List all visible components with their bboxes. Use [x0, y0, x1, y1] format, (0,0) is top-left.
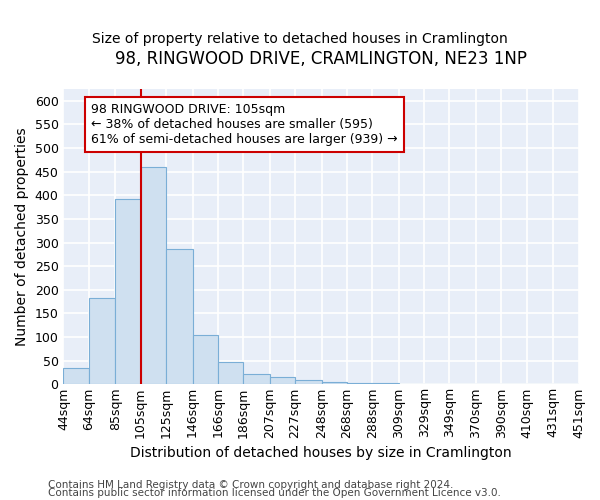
Y-axis label: Number of detached properties: Number of detached properties — [15, 128, 29, 346]
Bar — [140, 167, 166, 384]
Bar — [115, 198, 140, 384]
Bar — [89, 298, 115, 384]
Bar — [193, 335, 218, 384]
Bar — [64, 368, 89, 384]
Bar — [322, 382, 347, 384]
Bar — [270, 378, 295, 384]
Text: 98 RINGWOOD DRIVE: 105sqm
← 38% of detached houses are smaller (595)
61% of semi: 98 RINGWOOD DRIVE: 105sqm ← 38% of detac… — [91, 103, 398, 146]
Bar — [166, 248, 193, 384]
Bar — [243, 374, 270, 384]
Text: Size of property relative to detached houses in Cramlington: Size of property relative to detached ho… — [92, 32, 508, 46]
Bar — [218, 362, 243, 384]
X-axis label: Distribution of detached houses by size in Cramlington: Distribution of detached houses by size … — [130, 446, 512, 460]
Text: Contains HM Land Registry data © Crown copyright and database right 2024.: Contains HM Land Registry data © Crown c… — [48, 480, 454, 490]
Bar — [295, 380, 322, 384]
Text: Contains public sector information licensed under the Open Government Licence v3: Contains public sector information licen… — [48, 488, 501, 498]
Title: 98, RINGWOOD DRIVE, CRAMLINGTON, NE23 1NP: 98, RINGWOOD DRIVE, CRAMLINGTON, NE23 1N… — [115, 50, 527, 68]
